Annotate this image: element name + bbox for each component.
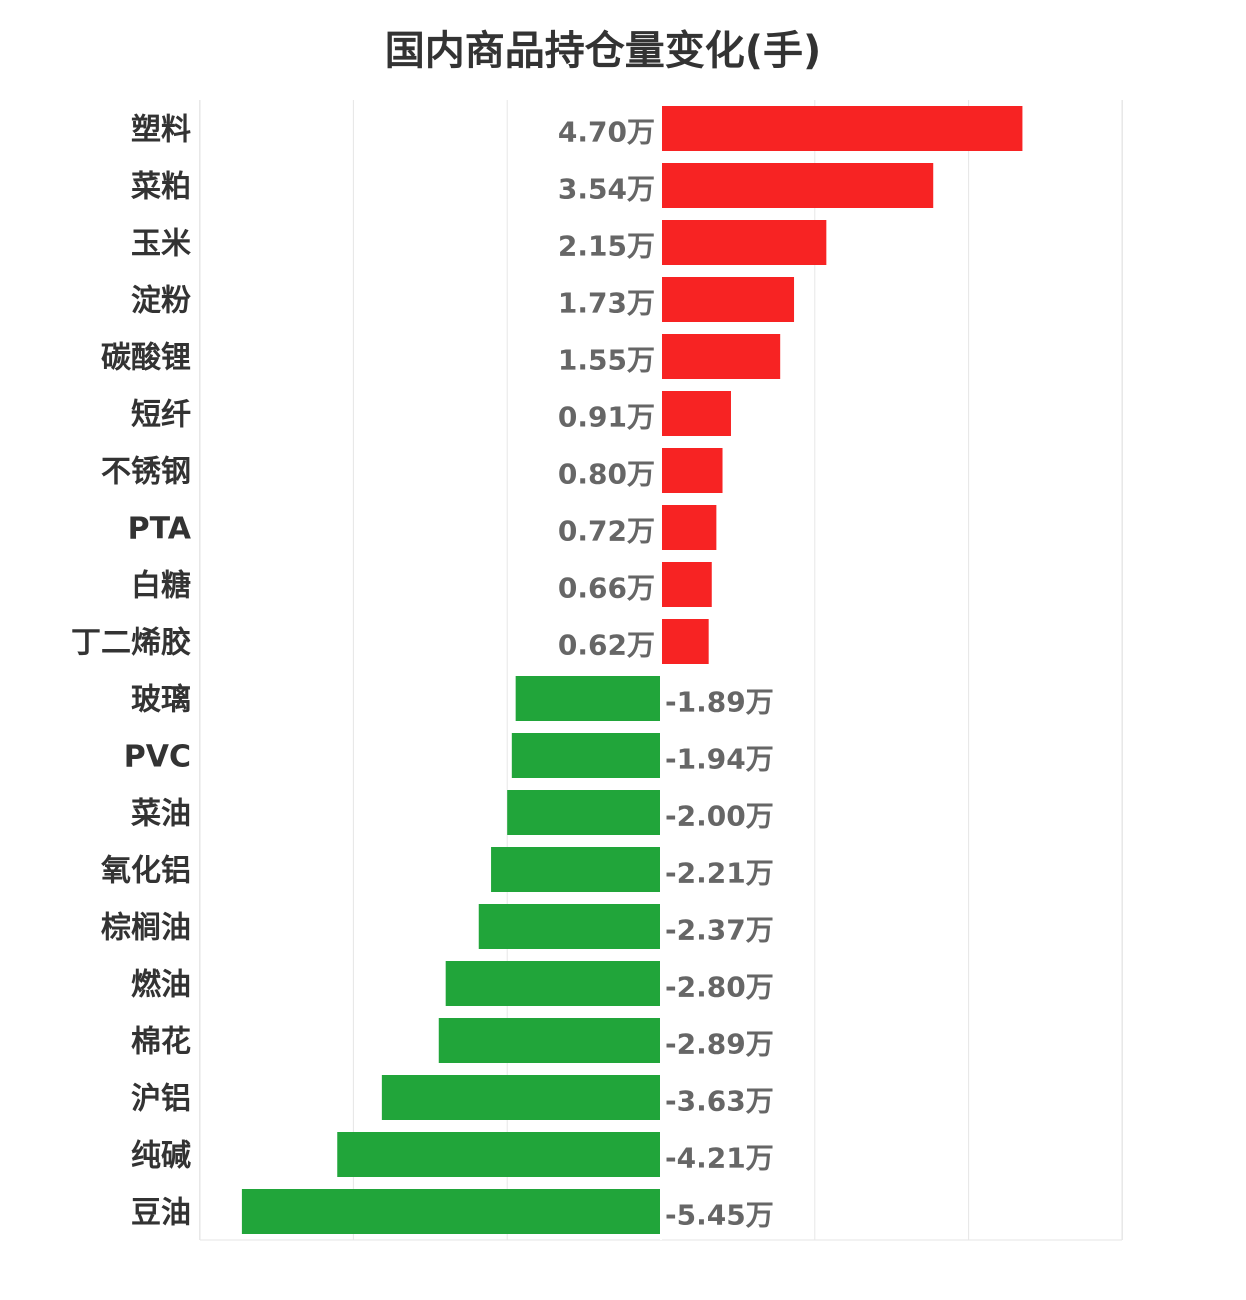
value-label: -2.89万 — [665, 1028, 774, 1061]
value-label: 0.80万 — [558, 458, 655, 491]
bar — [438, 1018, 661, 1063]
category-label: 短纤 — [131, 398, 191, 433]
category-label: 玻璃 — [131, 683, 191, 718]
value-label: 4.70万 — [558, 116, 655, 149]
category-label: 白糖 — [131, 569, 191, 604]
bar — [478, 904, 661, 949]
category-label: 燃油 — [131, 968, 191, 1003]
value-label: 0.91万 — [558, 401, 655, 434]
bar — [661, 106, 1023, 151]
category-label: 菜油 — [131, 797, 191, 832]
bar — [445, 961, 661, 1006]
chart-title: 国内商品持仓量变化(手) — [384, 28, 822, 74]
category-label: 淀粉 — [131, 284, 191, 319]
value-label: 0.62万 — [558, 629, 655, 662]
value-label: 1.73万 — [558, 287, 655, 320]
value-label: -1.89万 — [665, 686, 774, 719]
category-label: 氧化铝 — [101, 854, 191, 889]
value-label: -1.94万 — [665, 743, 774, 776]
bar — [337, 1132, 661, 1177]
category-label: PTA — [128, 512, 192, 547]
category-label: 棕榈油 — [101, 911, 191, 946]
category-label: 沪铝 — [131, 1082, 191, 1117]
bar — [515, 676, 661, 721]
value-label: 2.15万 — [558, 230, 655, 263]
category-label: 豆油 — [131, 1196, 191, 1231]
bar — [661, 562, 712, 607]
category-label: 丁二烯胶 — [71, 626, 191, 661]
bar — [661, 277, 795, 322]
bar — [381, 1075, 661, 1120]
bar — [661, 391, 731, 436]
value-label: -2.21万 — [665, 857, 774, 890]
category-label: 玉米 — [131, 227, 191, 262]
value-label: 3.54万 — [558, 173, 655, 206]
bar — [241, 1189, 661, 1234]
category-label: 碳酸锂 — [101, 341, 191, 376]
category-label: 棉花 — [131, 1025, 191, 1060]
value-label: -5.45万 — [665, 1199, 774, 1232]
value-label: -3.63万 — [665, 1085, 774, 1118]
value-label: -2.37万 — [665, 914, 774, 947]
category-label: PVC — [124, 740, 191, 775]
value-label: 0.66万 — [558, 572, 655, 605]
bar — [661, 220, 827, 265]
category-label: 菜粕 — [131, 170, 191, 205]
value-label: 0.72万 — [558, 515, 655, 548]
bar — [491, 847, 661, 892]
value-label: 1.55万 — [558, 344, 655, 377]
bar — [511, 733, 661, 778]
category-label: 纯碱 — [131, 1139, 191, 1174]
bar — [507, 790, 661, 835]
category-label: 塑料 — [131, 113, 191, 148]
bar — [661, 619, 709, 664]
value-label: -2.80万 — [665, 971, 774, 1004]
bar — [661, 163, 934, 208]
value-label: -4.21万 — [665, 1142, 774, 1175]
category-label: 不锈钢 — [101, 455, 191, 490]
bar — [661, 505, 717, 550]
value-label: -2.00万 — [665, 800, 774, 833]
bar — [661, 334, 781, 379]
bar — [661, 448, 723, 493]
